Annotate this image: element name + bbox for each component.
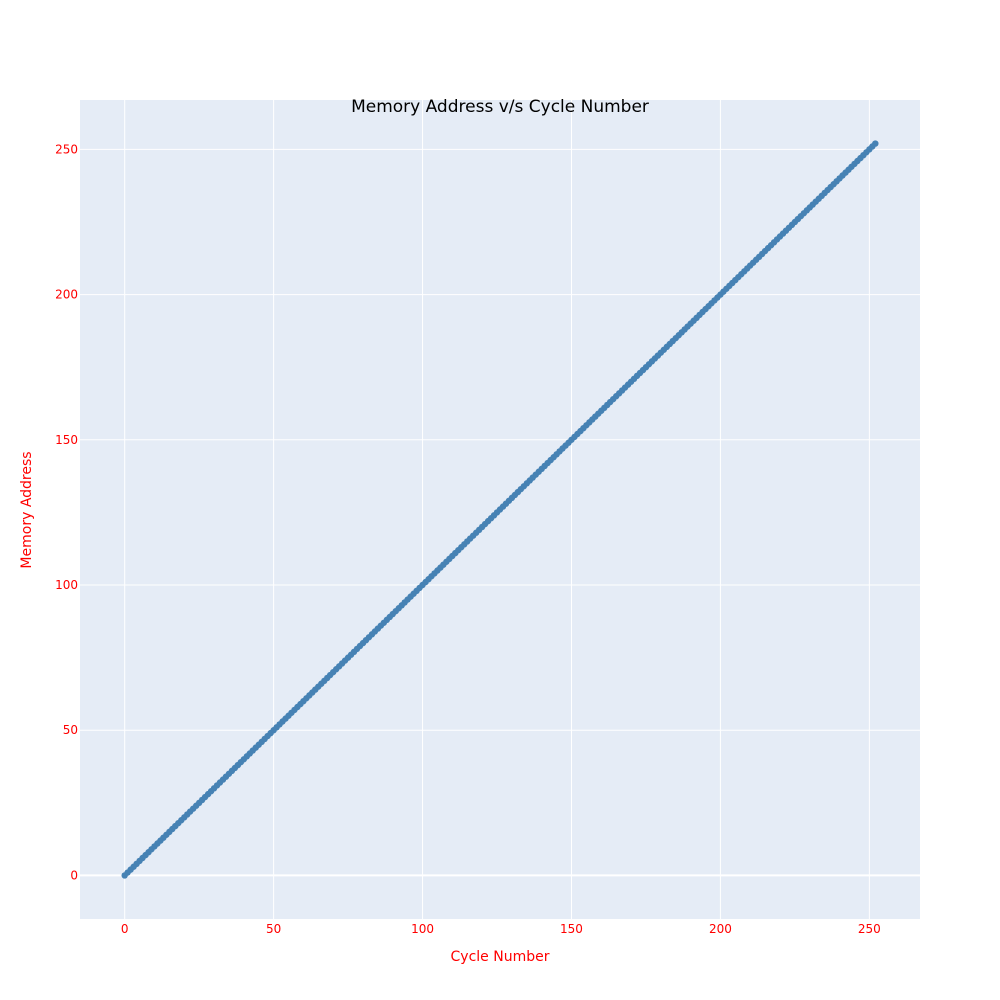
y-tick-label: 50 (63, 723, 78, 737)
x-tick-label: 150 (560, 922, 583, 936)
y-tick-label: 250 (55, 142, 78, 156)
x-tick-label: 50 (266, 922, 281, 936)
x-tick-label: 0 (121, 922, 129, 936)
y-tick-label: 150 (55, 433, 78, 447)
chart-title: Memory Address v/s Cycle Number (351, 97, 649, 117)
data-points (121, 140, 879, 879)
x-tick-labels: 0 50 100 150 200 250 (121, 922, 881, 936)
data-point (872, 140, 879, 147)
x-tick-label: 100 (411, 922, 434, 936)
x-tick-label: 200 (709, 922, 732, 936)
y-tick-label: 0 (70, 868, 78, 882)
grid-lines (80, 100, 920, 919)
y-tick-label: 200 (55, 288, 78, 302)
y-axis-title: Memory Address (19, 451, 35, 568)
y-tick-label: 100 (55, 578, 78, 592)
x-tick-label: 250 (858, 922, 881, 936)
y-tick-labels: 0 50 100 150 200 250 (55, 142, 78, 882)
x-axis-title: Cycle Number (451, 949, 550, 965)
